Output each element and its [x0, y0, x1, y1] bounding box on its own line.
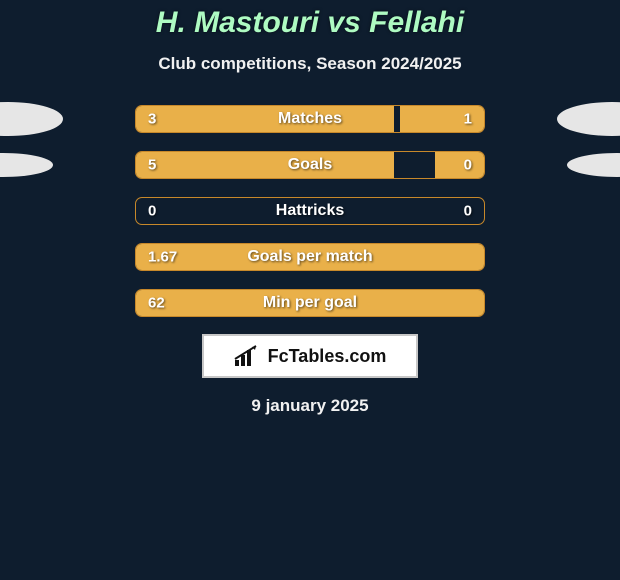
source-logo: FcTables.com [202, 334, 418, 378]
stat-bar-left [136, 106, 394, 132]
source-logo-text: FcTables.com [268, 346, 387, 367]
stat-value-left: 0 [148, 203, 156, 220]
stat-label: Hattricks [276, 202, 344, 220]
page-subtitle: Club competitions, Season 2024/2025 [0, 54, 620, 74]
page-title: H. Mastouri vs Fellahi [0, 6, 620, 40]
stat-bar-right [435, 152, 484, 178]
stat-row: 62Min per goal [8, 288, 612, 318]
stat-row: 0 0 Hattricks [8, 196, 612, 226]
stat-bar-right [400, 106, 484, 132]
stat-bar-track: 31Matches [135, 105, 485, 133]
date-label: 9 january 2025 [0, 396, 620, 416]
stat-bar-left [136, 152, 394, 178]
stat-bar-track: 0 0 Hattricks [135, 197, 485, 225]
player-left-decoration [0, 153, 53, 177]
stat-row: 1.67Goals per match [8, 242, 612, 272]
stat-bar-track: 50Goals [135, 151, 485, 179]
comparison-card: H. Mastouri vs Fellahi Club competitions… [0, 0, 620, 416]
stat-bar-left [136, 290, 484, 316]
stat-bar-track: 62Min per goal [135, 289, 485, 317]
stat-value-right: 0 [464, 203, 472, 220]
player-right-decoration [557, 102, 620, 136]
player-left-decoration [0, 102, 63, 136]
stat-bar-track: 1.67Goals per match [135, 243, 485, 271]
fctables-icon [234, 345, 262, 367]
player-right-decoration [567, 153, 620, 177]
stat-row: 50Goals [8, 150, 612, 180]
stat-bar-left [136, 244, 484, 270]
stat-row: 31Matches [8, 104, 612, 134]
comparison-chart: 31Matches 50Goals 0 0 Hattricks 1.67Goals per… [0, 104, 620, 318]
